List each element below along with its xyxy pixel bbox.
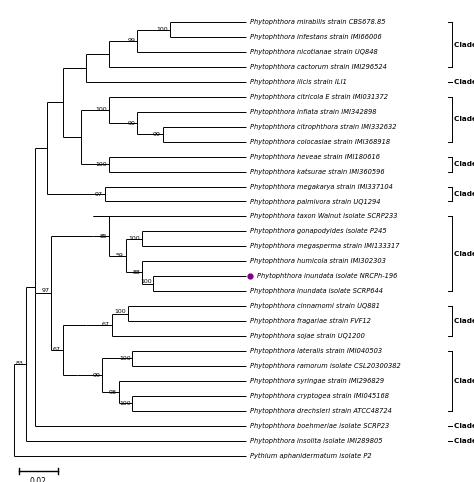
Text: Phytophthora infestans strain IMI66006: Phytophthora infestans strain IMI66006 xyxy=(250,34,382,40)
Text: 100: 100 xyxy=(114,309,126,314)
Text: Phytophthora sojae strain UQ1200: Phytophthora sojae strain UQ1200 xyxy=(250,333,365,339)
Text: Clade 3: Clade 3 xyxy=(455,79,474,85)
Text: Phytophthora inundata isolate NRCPh-196: Phytophthora inundata isolate NRCPh-196 xyxy=(256,273,397,279)
Text: 67: 67 xyxy=(53,348,61,352)
Text: Phytophthora cinnamomi strain UQ881: Phytophthora cinnamomi strain UQ881 xyxy=(250,303,380,309)
Text: 0.02: 0.02 xyxy=(30,477,47,482)
Text: Clade 4: Clade 4 xyxy=(455,191,474,197)
Text: 97: 97 xyxy=(95,191,103,197)
Text: Phytophthora insolita isolate IMI289805: Phytophthora insolita isolate IMI289805 xyxy=(250,438,383,443)
Text: Phytophthora boehmeriae isolate SCRP23: Phytophthora boehmeriae isolate SCRP23 xyxy=(250,423,389,428)
Text: 99: 99 xyxy=(128,39,135,43)
Text: 100: 100 xyxy=(119,356,131,361)
Text: 100: 100 xyxy=(156,27,168,32)
Text: 99: 99 xyxy=(92,373,100,378)
Text: 100: 100 xyxy=(96,161,108,167)
Text: Clade 10: Clade 10 xyxy=(455,438,474,443)
Text: Phytophthora megakarya strain IMI337104: Phytophthora megakarya strain IMI337104 xyxy=(250,184,393,189)
Text: Phytophthora nicotianae strain UQ848: Phytophthora nicotianae strain UQ848 xyxy=(250,49,378,55)
Text: 98: 98 xyxy=(109,389,117,394)
Text: Phytophthora humicola strain IMI302303: Phytophthora humicola strain IMI302303 xyxy=(250,258,386,264)
Text: 88: 88 xyxy=(132,270,140,275)
Text: Clade 8: Clade 8 xyxy=(455,378,474,384)
Text: 99: 99 xyxy=(153,132,161,137)
Text: Clade 1: Clade 1 xyxy=(455,41,474,48)
Text: Phytophthora cactorum strain IMI296524: Phytophthora cactorum strain IMI296524 xyxy=(250,64,387,70)
Text: 100: 100 xyxy=(119,401,131,406)
Text: 100: 100 xyxy=(96,107,108,112)
Text: Phytophthora inundata isolate SCRP644: Phytophthora inundata isolate SCRP644 xyxy=(250,288,383,294)
Text: 83: 83 xyxy=(16,361,24,366)
Text: 100: 100 xyxy=(140,279,152,284)
Text: Phytophthora megasperma strain IMI133317: Phytophthora megasperma strain IMI133317 xyxy=(250,243,400,249)
Text: Phytophthora mirabilis strain CBS678.85: Phytophthora mirabilis strain CBS678.85 xyxy=(250,19,385,25)
Text: 100: 100 xyxy=(128,236,140,241)
Text: Phytophthora palmivora strain UQ1294: Phytophthora palmivora strain UQ1294 xyxy=(250,199,381,204)
Text: Phytophthora ramorum isolate CSL20300382: Phytophthora ramorum isolate CSL20300382 xyxy=(250,363,401,369)
Text: Phytophthora cryptogea strain IMI045168: Phytophthora cryptogea strain IMI045168 xyxy=(250,393,389,399)
Text: Phytophthora ilicis strain ILI1: Phytophthora ilicis strain ILI1 xyxy=(250,79,347,85)
Text: Phytophthora colocasiae strain IMI368918: Phytophthora colocasiae strain IMI368918 xyxy=(250,139,390,145)
Text: Phytophthora citrophthora strain IMI332632: Phytophthora citrophthora strain IMI3326… xyxy=(250,124,397,130)
Text: 67: 67 xyxy=(102,322,109,327)
Text: 90: 90 xyxy=(128,120,135,125)
Text: Phytophthora inflata strain IMI342898: Phytophthora inflata strain IMI342898 xyxy=(250,109,376,115)
Text: Phytophthora katsurae strain IMI360596: Phytophthora katsurae strain IMI360596 xyxy=(250,169,384,174)
Text: Clade 7: Clade 7 xyxy=(455,318,474,324)
Text: Phytophthora syringae strain IMI296829: Phytophthora syringae strain IMI296829 xyxy=(250,378,384,384)
Text: Phytophthora heveae strain IMI180616: Phytophthora heveae strain IMI180616 xyxy=(250,154,380,160)
Text: 59: 59 xyxy=(116,253,124,258)
Text: 85: 85 xyxy=(100,234,108,239)
Text: Phytophthora citricola E strain IMI031372: Phytophthora citricola E strain IMI03137… xyxy=(250,94,388,100)
Text: Clade 9: Clade 9 xyxy=(455,423,474,428)
Text: Clade 5: Clade 5 xyxy=(455,161,474,167)
Text: 97: 97 xyxy=(41,288,49,294)
Text: Phytophthora gonapodyides isolate P245: Phytophthora gonapodyides isolate P245 xyxy=(250,228,387,234)
Text: Phytophthora taxon Walnut isolate SCRP233: Phytophthora taxon Walnut isolate SCRP23… xyxy=(250,214,398,219)
Text: Clade 2: Clade 2 xyxy=(455,116,474,122)
Text: Clade 6: Clade 6 xyxy=(455,251,474,257)
Text: Phytophthora fragariae strain FVF12: Phytophthora fragariae strain FVF12 xyxy=(250,318,371,324)
Text: Phytophthora drechsleri strain ATCC48724: Phytophthora drechsleri strain ATCC48724 xyxy=(250,408,392,414)
Text: Pythium aphanidermatum isolate P2: Pythium aphanidermatum isolate P2 xyxy=(250,453,372,458)
Text: Phytophthora lateralis strain IMI040503: Phytophthora lateralis strain IMI040503 xyxy=(250,348,382,354)
